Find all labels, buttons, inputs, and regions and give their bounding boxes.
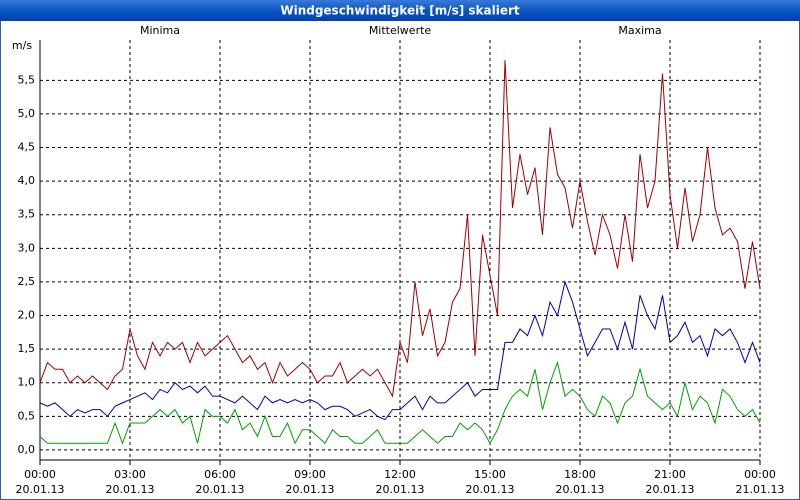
x-tick-date: 20.01.13: [286, 483, 335, 496]
x-tick-label: 09:00: [294, 468, 326, 481]
x-tick-date: 20.01.13: [466, 483, 515, 496]
legend-label: Minima: [140, 24, 180, 37]
x-tick-label: 00:00: [744, 468, 776, 481]
x-tick-label: 06:00: [204, 468, 236, 481]
y-tick-label: 3,5: [18, 208, 36, 221]
x-tick-label: 21:00: [654, 468, 686, 481]
y-axis-label: m/s: [12, 39, 32, 52]
legend-label: Maxima: [618, 24, 661, 37]
y-tick-label: 0,5: [18, 409, 36, 422]
y-tick-label: 1,5: [18, 342, 36, 355]
x-tick-label: 18:00: [564, 468, 596, 481]
y-tick-label: 5,5: [18, 73, 36, 86]
x-tick-date: 20.01.13: [646, 483, 695, 496]
y-tick-label: 3,0: [18, 241, 36, 254]
x-tick-date: 20.01.13: [556, 483, 605, 496]
series-line: [39, 280, 761, 421]
legend-label: Mittelwerte: [369, 24, 432, 37]
y-tick-label: 2,0: [18, 309, 36, 322]
x-tick-date: 21.01.13: [736, 483, 785, 496]
x-tick-label: 15:00: [474, 468, 506, 481]
y-tick-label: 4,5: [18, 141, 36, 154]
y-tick-label: 2,5: [18, 275, 36, 288]
x-tick-label: 12:00: [384, 468, 416, 481]
series-line: [39, 360, 761, 445]
x-tick-label: 00:00: [24, 468, 56, 481]
x-tick-label: 03:00: [114, 468, 146, 481]
series-line: [39, 60, 761, 398]
x-tick-date: 20.01.13: [16, 483, 65, 496]
x-tick-date: 20.01.13: [106, 483, 155, 496]
chart-title: Windgeschwindigkeit [m/s] skaliert: [280, 4, 520, 18]
x-tick-date: 20.01.13: [196, 483, 245, 496]
x-tick-date: 20.01.13: [376, 483, 425, 496]
title-bar: [0, 0, 800, 21]
y-tick-label: 5,0: [18, 107, 36, 120]
y-tick-label: 4,0: [18, 174, 36, 187]
y-tick-label: 0,0: [18, 443, 36, 456]
y-tick-label: 1,0: [18, 376, 36, 389]
